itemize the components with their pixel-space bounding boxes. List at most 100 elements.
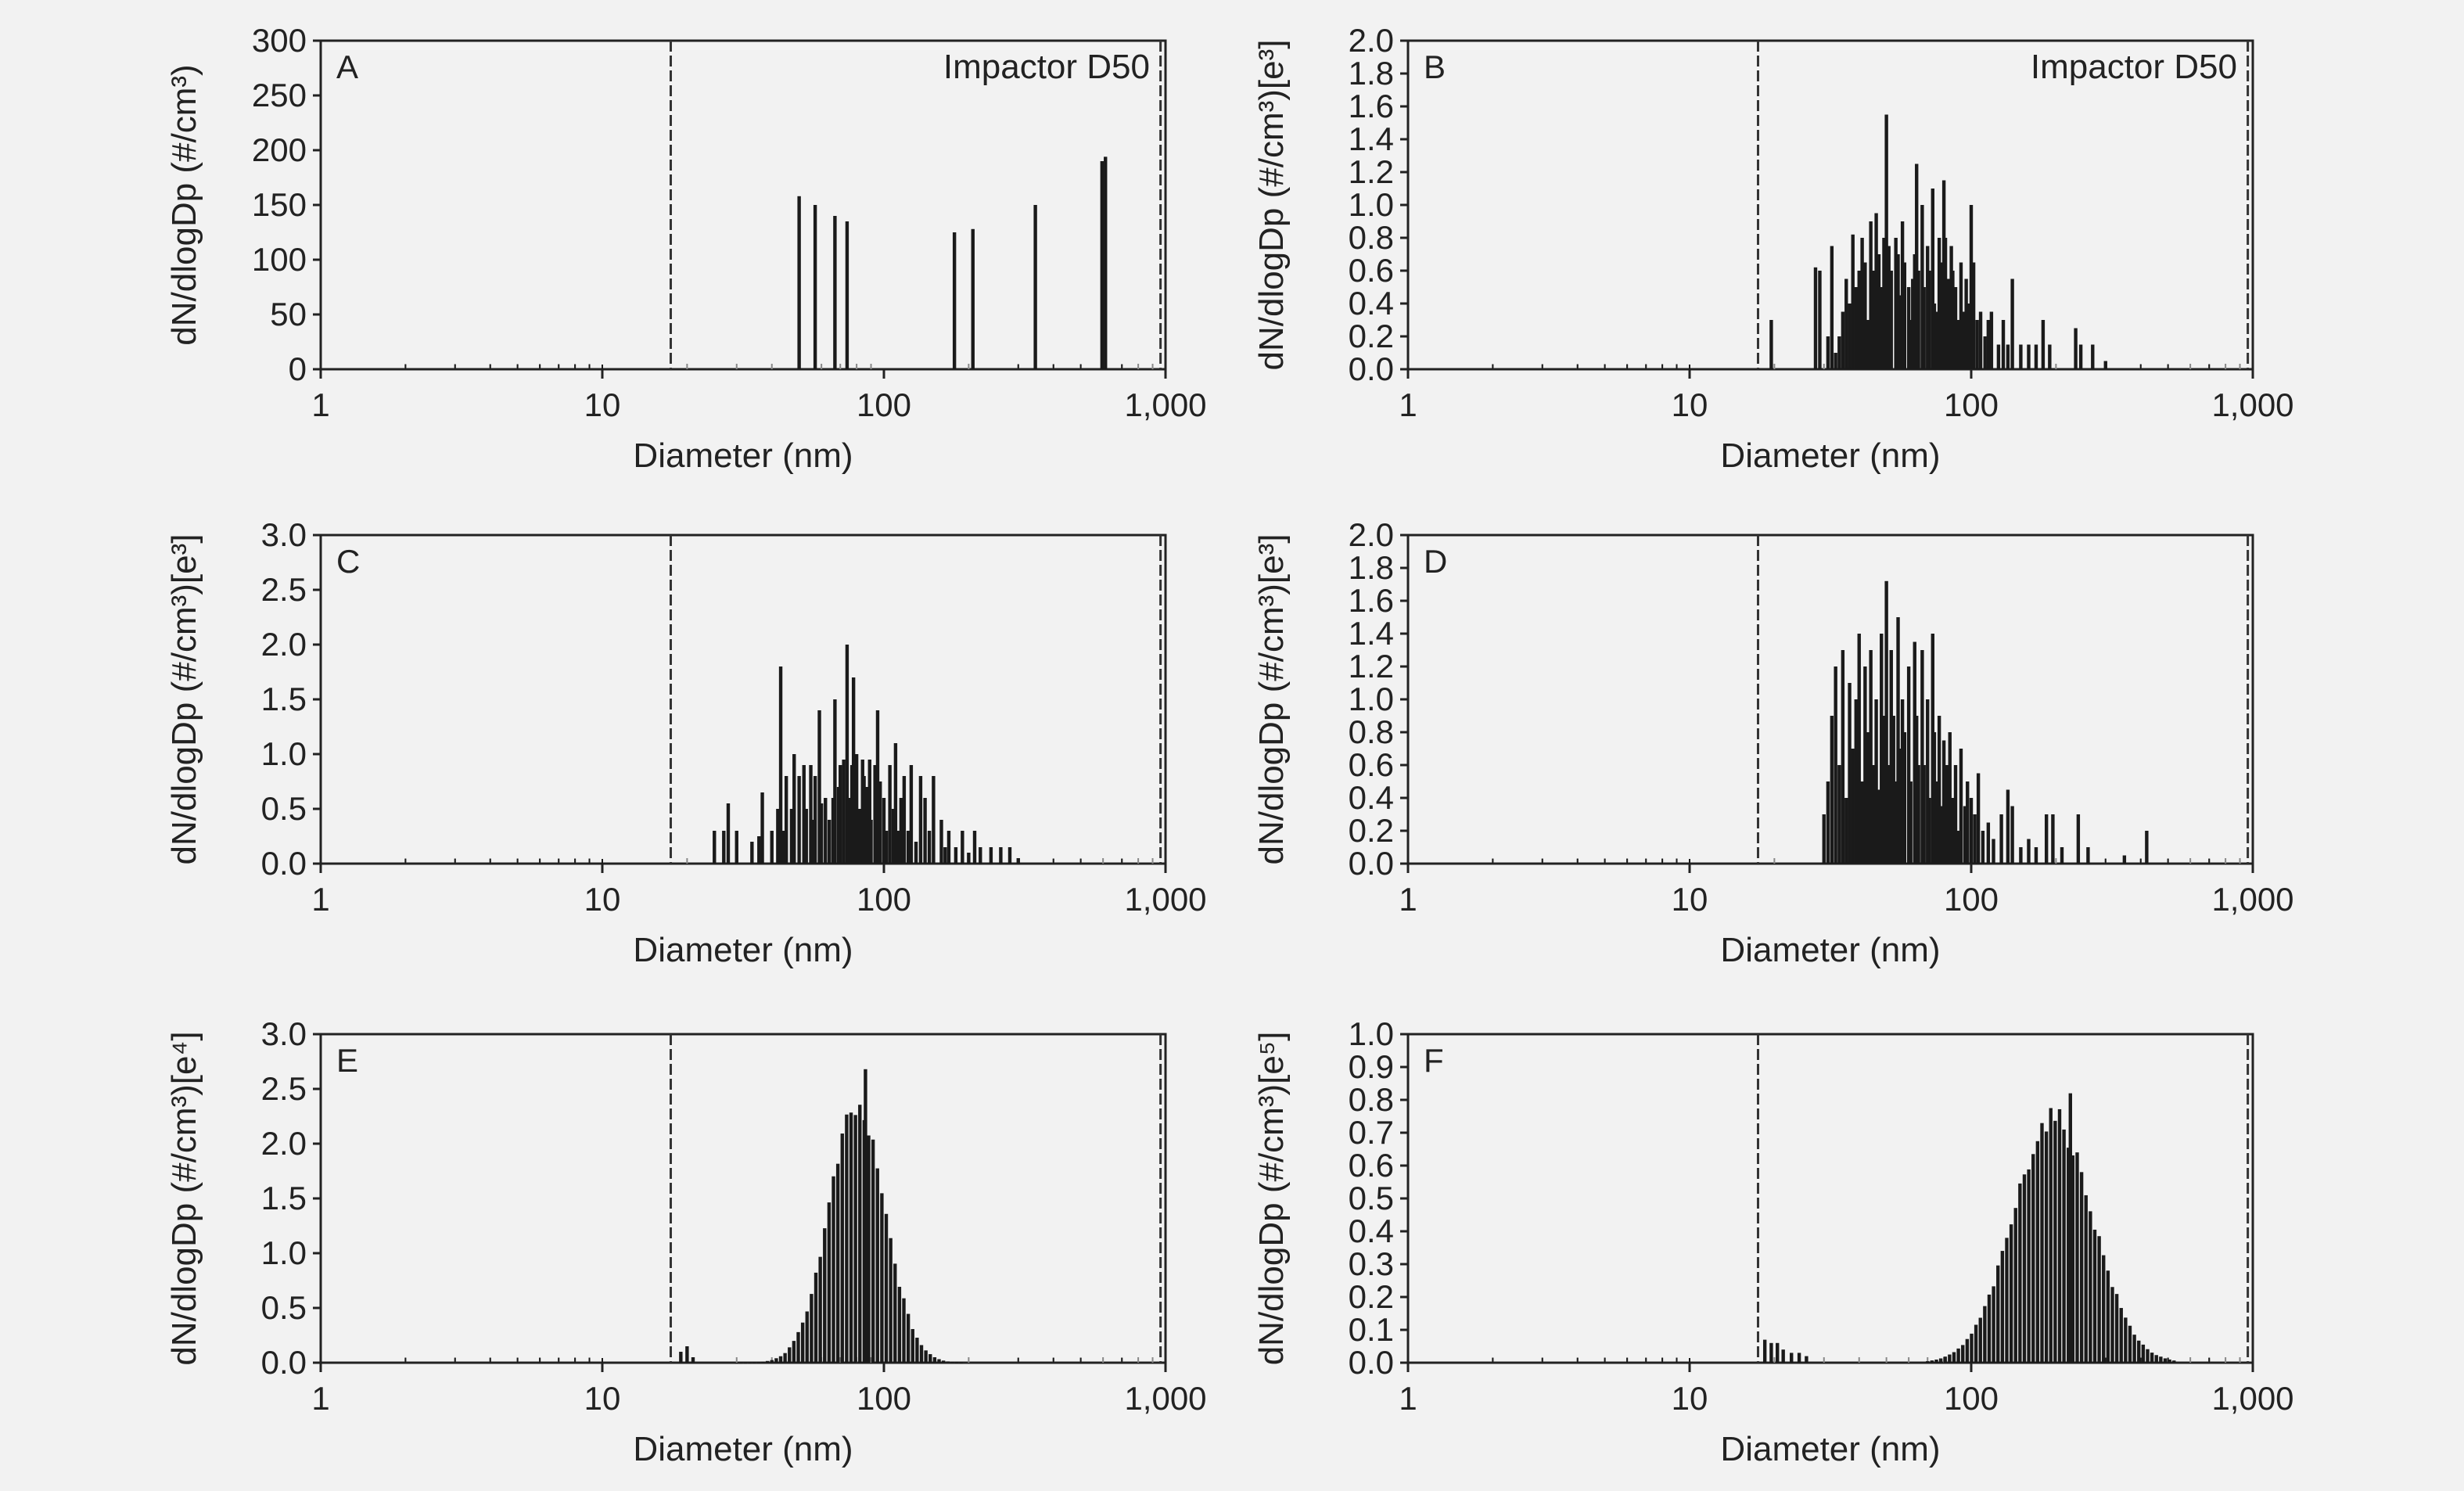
data-bar (2159, 1356, 2163, 1363)
data-bar (781, 831, 785, 864)
data-bar (873, 765, 877, 864)
panel-label: E (336, 1042, 358, 1079)
data-bar (2074, 328, 2078, 369)
data-bar (1884, 114, 1888, 369)
data-bar (1894, 781, 1898, 864)
data-bar (1983, 336, 1987, 369)
data-bar (827, 1202, 832, 1363)
x-tick-label: 100 (1944, 881, 1999, 918)
data-bar (833, 699, 837, 864)
data-bar (2006, 789, 2010, 864)
data-bar (2141, 1344, 2146, 1363)
y-tick-label: 0.5 (261, 790, 307, 827)
data-bar (2092, 1229, 2097, 1363)
x-tick-label: 1 (1399, 881, 1417, 918)
data-bar (1963, 806, 1967, 864)
data-bar (1966, 781, 1970, 864)
data-bar (1978, 311, 1983, 369)
data-bar (1813, 267, 1818, 369)
data-bar (893, 1263, 897, 1363)
data-bar (842, 760, 846, 864)
data-bar (2124, 1317, 2128, 1363)
y-tick-label: 0.5 (1349, 1180, 1394, 1216)
data-bar (2068, 1093, 2072, 1363)
data-bar (811, 820, 815, 864)
x-tick-label: 1,000 (2211, 1380, 2293, 1417)
data-bar (1951, 271, 1955, 369)
data-bar (2005, 1238, 2009, 1363)
data-bar (1911, 278, 1915, 369)
data-bar (2103, 361, 2107, 369)
data-bar (2001, 320, 2006, 369)
data-bar (1900, 221, 1905, 369)
data-bar (2019, 847, 2023, 864)
data-bar (2168, 1359, 2171, 1363)
data-bar (1941, 740, 1946, 864)
data-bar (1830, 246, 1834, 369)
data-bar (1952, 1352, 1956, 1363)
data-bar (1996, 344, 2001, 369)
y-tick-label: 0 (289, 350, 307, 387)
data-bar (846, 798, 851, 864)
data-bar (1913, 254, 1916, 369)
data-bar (864, 1069, 867, 1363)
y-tick-label: 1.2 (1349, 648, 1394, 684)
y-tick-label: 0.2 (1349, 812, 1394, 849)
data-bar (1830, 716, 1834, 864)
data-bar (939, 820, 943, 864)
data-bar (888, 765, 892, 864)
data-bar (2027, 1169, 2031, 1363)
data-bar (1896, 254, 1900, 369)
data-bar (735, 1362, 738, 1364)
y-tick-label: 1.0 (261, 735, 307, 772)
data-bar (1983, 1306, 1987, 1363)
chart-panel-c: 0.0 0.5 1.0 1.5 2.0 2.5 3.0 1 10 100 1,000 Diameter… (165, 516, 1207, 969)
data-bar (851, 677, 856, 864)
data-bar (810, 1294, 814, 1363)
data-bar (2010, 278, 2014, 369)
data-bar (2079, 1172, 2084, 1363)
data-bar (833, 216, 837, 369)
x-tick-label: 100 (857, 1380, 911, 1417)
x-tick-label: 10 (584, 386, 621, 423)
y-tick-label: 50 (270, 296, 307, 332)
y-tick-label: 1.6 (1349, 582, 1394, 619)
y-tick-label: 2.5 (261, 571, 307, 608)
data-bar (1969, 798, 1974, 864)
data-bar (2119, 1308, 2123, 1363)
data-bar (857, 809, 862, 864)
data-bar (2122, 855, 2127, 864)
data-bar (1975, 320, 1979, 369)
data-bar (2091, 344, 2095, 369)
data-bar (1874, 699, 1878, 864)
data-bar (1882, 716, 1886, 864)
data-bar (927, 831, 932, 864)
x-axis-title: Diameter (nm) (1720, 437, 1940, 475)
data-bar (2078, 344, 2083, 369)
y-tick-label: 1.0 (1349, 681, 1394, 717)
data-bar (845, 221, 849, 369)
data-bar (1818, 271, 1822, 369)
data-bar (2041, 320, 2046, 369)
y-tick-label: 200 (252, 131, 307, 168)
data-bar (1969, 205, 1974, 369)
x-tick-label: 100 (1944, 386, 1999, 423)
x-tick-label: 10 (1672, 386, 1708, 423)
data-bar (1902, 262, 1907, 369)
data-bar (796, 1331, 800, 1363)
data-bar (1860, 238, 1864, 369)
data-bar (1909, 320, 1913, 369)
data-bar (1959, 262, 1963, 369)
y-tick-label: 100 (252, 241, 307, 278)
chart-panel-a: 0 50 100 150 200 250 300 1 10 100 1,000 Diameter (n… (165, 22, 1207, 475)
data-bar (2044, 1131, 2049, 1363)
data-bar (2163, 1358, 2168, 1363)
data-bar (911, 1328, 914, 1363)
panel-label: C (336, 543, 360, 580)
data-bar (835, 1163, 840, 1363)
data-bar (1945, 765, 1949, 864)
data-bar (2062, 1129, 2066, 1363)
y-tick-label: 0.4 (1349, 285, 1394, 322)
data-bar (797, 196, 801, 369)
data-bar (788, 1347, 792, 1363)
